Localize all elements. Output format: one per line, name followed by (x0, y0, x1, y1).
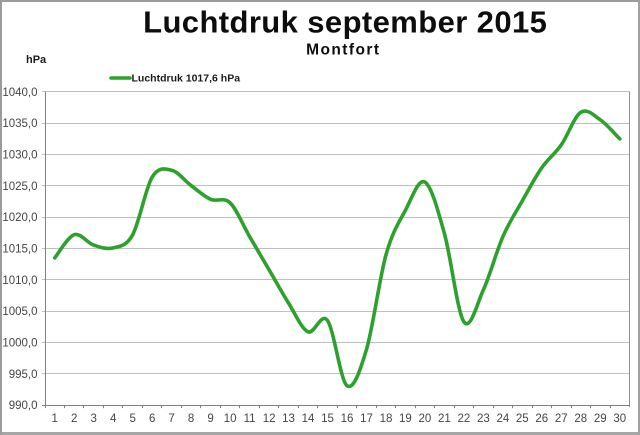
svg-text:27: 27 (555, 413, 568, 425)
svg-text:1010,0: 1010,0 (2, 275, 37, 287)
svg-text:11: 11 (244, 413, 256, 425)
svg-text:29: 29 (594, 413, 607, 425)
svg-text:6: 6 (149, 413, 155, 425)
svg-text:15: 15 (321, 413, 334, 425)
svg-text:23: 23 (477, 413, 490, 425)
svg-text:13: 13 (282, 413, 295, 425)
svg-text:1000,0: 1000,0 (2, 338, 37, 350)
svg-text:1020,0: 1020,0 (2, 212, 37, 224)
svg-text:990,0: 990,0 (9, 400, 38, 412)
svg-text:9: 9 (207, 413, 213, 425)
svg-text:5: 5 (129, 413, 135, 425)
svg-text:19: 19 (399, 413, 412, 425)
svg-text:3: 3 (90, 413, 96, 425)
svg-text:Luchtdruk september 2015: Luchtdruk september 2015 (143, 5, 547, 40)
svg-text:Luchtdruk 1017,6 hPa: Luchtdruk 1017,6 hPa (132, 73, 241, 85)
svg-text:20: 20 (419, 413, 432, 425)
svg-text:1025,0: 1025,0 (2, 181, 37, 193)
svg-text:30: 30 (613, 413, 626, 425)
svg-text:21: 21 (438, 413, 451, 425)
svg-text:22: 22 (458, 413, 471, 425)
svg-text:28: 28 (574, 413, 587, 425)
svg-text:hPa: hPa (26, 54, 47, 66)
svg-text:14: 14 (302, 413, 315, 425)
svg-text:1030,0: 1030,0 (2, 150, 37, 162)
svg-text:1040,0: 1040,0 (2, 87, 37, 99)
svg-text:7: 7 (168, 413, 174, 425)
svg-text:1: 1 (51, 413, 57, 425)
svg-text:4: 4 (110, 413, 117, 425)
svg-text:1005,0: 1005,0 (2, 306, 37, 318)
svg-text:26: 26 (535, 413, 548, 425)
svg-text:18: 18 (380, 413, 393, 425)
svg-text:24: 24 (497, 413, 510, 425)
svg-text:12: 12 (263, 413, 276, 425)
svg-text:1015,0: 1015,0 (2, 244, 37, 256)
svg-text:1035,0: 1035,0 (2, 118, 37, 130)
svg-text:10: 10 (224, 413, 237, 425)
svg-text:16: 16 (341, 413, 354, 425)
svg-text:17: 17 (360, 413, 373, 425)
svg-text:2: 2 (71, 413, 77, 425)
svg-text:Montfort: Montfort (306, 42, 380, 59)
svg-text:8: 8 (188, 413, 194, 425)
svg-text:25: 25 (516, 413, 529, 425)
svg-text:995,0: 995,0 (9, 369, 38, 381)
